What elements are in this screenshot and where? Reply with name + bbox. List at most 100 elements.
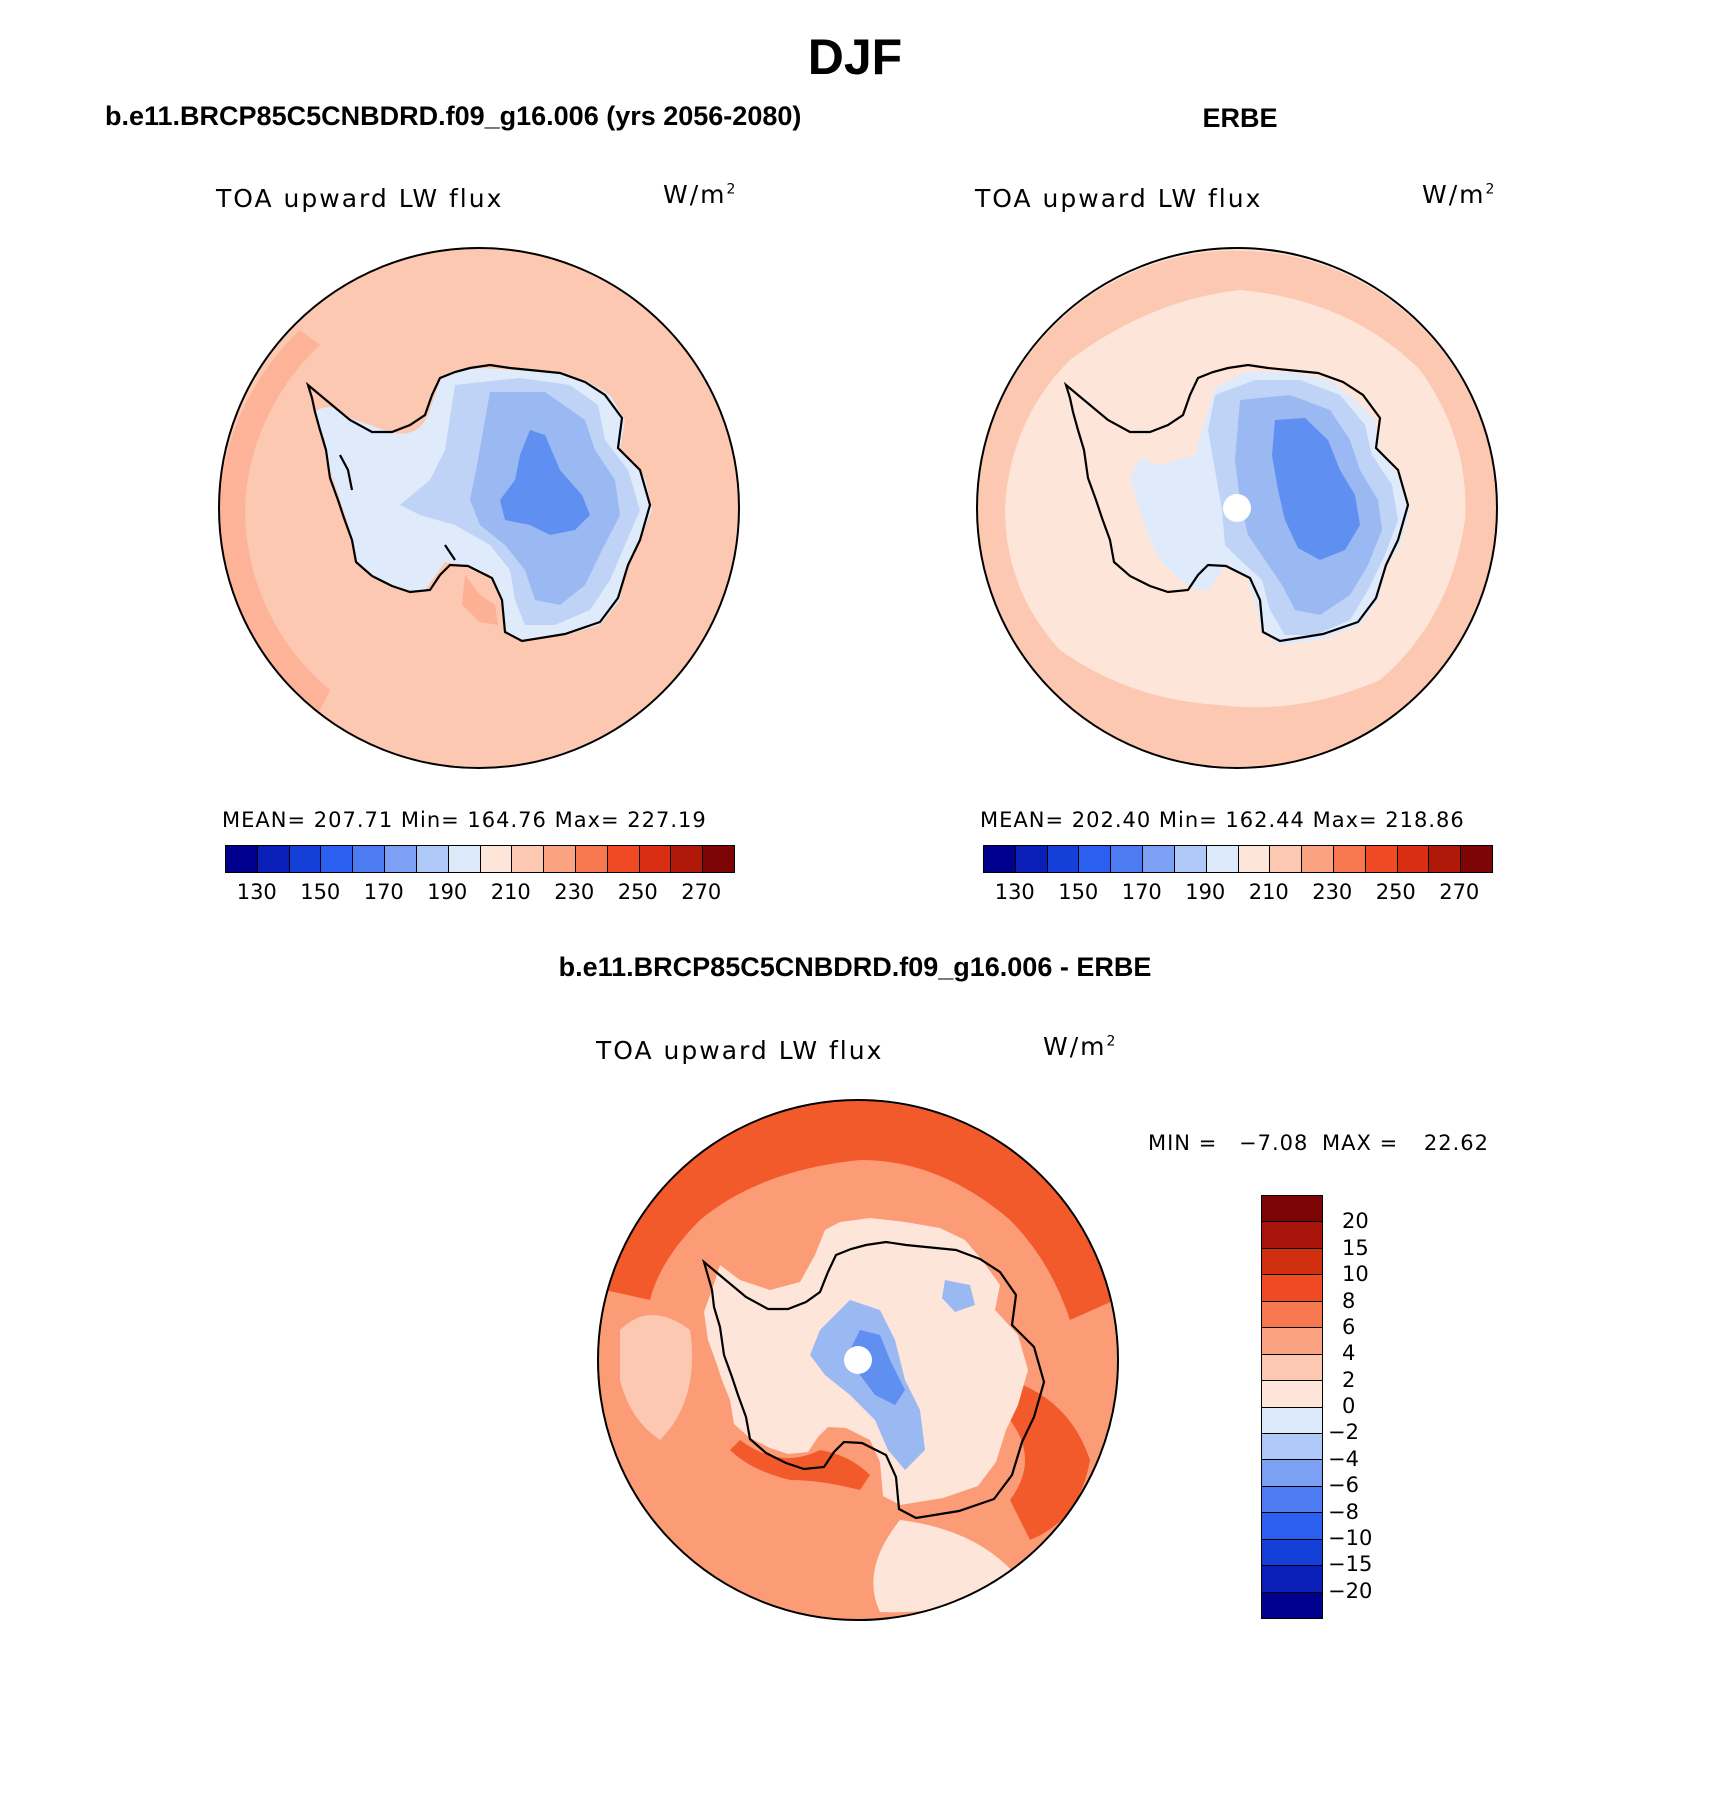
diff-colorbar-tick: −4 [1328,1446,1359,1471]
left-colorbar-swatch [702,846,734,872]
left-colorbar-tick: 190 [427,880,468,904]
right-stats: MEAN= 202.40 Min= 162.44 Max= 218.86 [980,808,1465,832]
right-colorbar-swatch [1364,846,1397,872]
left-ross-shelf-patch [462,575,498,625]
diff-colorbar-swatch [1262,1406,1322,1433]
right-units-exp: 2 [1485,181,1497,198]
diff-colorbar-tick: 8 [1342,1288,1356,1313]
diff-max-label: MAX = [1322,1131,1399,1155]
diff-pole-hole [844,1346,872,1374]
right-colorbar-swatch [1460,846,1492,872]
diff-min-max: MIN = −7.08 MAX = 22.62 [1148,1131,1489,1155]
right-colorbar-tick: 210 [1248,880,1289,904]
left-colorbar-ticks: 130 150 170 190 210 230 250 270 [225,880,733,906]
left-colorbar-swatch [256,846,289,872]
right-colorbar-swatch [1237,846,1270,872]
left-colorbar-swatch [384,846,416,872]
diff-colorbar-swatch [1262,1300,1322,1328]
diff-colorbar-tick: 2 [1342,1367,1356,1392]
right-ocean-field [977,248,1497,768]
diff-east-hot-patch [1010,1380,1090,1540]
diff-colorbar-swatch [1262,1591,1322,1618]
left-colorbar-swatch [479,846,512,872]
right-colorbar-swatch [1332,846,1365,872]
diff-colorbar [1261,1195,1323,1619]
diff-colorbar-tick: −20 [1328,1578,1373,1603]
right-colorbar-swatch [1014,846,1047,872]
right-colorbar-tick: 190 [1185,880,1226,904]
diff-colorbar-tick: −8 [1328,1499,1359,1524]
diff-colorbar-swatch [1262,1353,1322,1381]
diff-coastline [701,1240,1046,1520]
panel-right-title: ERBE [1202,103,1278,133]
right-variable-label: TOA upward LW flux [975,184,1263,213]
right-inner-contour-2 [1235,395,1382,615]
right-units-label: W/m2 [1422,180,1496,209]
panel-left-title: b.e11.BRCP85C5CNBDRD.f09_g16.006 (yrs 20… [105,101,802,131]
diff-colorbar-tick: 6 [1342,1314,1356,1339]
left-colorbar-swatch [320,846,353,872]
right-colorbar-tick: 130 [994,880,1035,904]
right-colorbar-swatch [1046,846,1079,872]
diff-units-exp: 2 [1106,1033,1118,1050]
right-coastline [1063,363,1410,643]
right-units-text: W/m [1422,180,1486,209]
left-colorbar-swatch [606,846,639,872]
right-colorbar-swatch [1110,846,1143,872]
left-colorbar-tick: 150 [300,880,341,904]
left-colorbar-swatch [670,846,703,872]
diff-colorbar-swatch [1262,1196,1322,1222]
left-inner-contour-2 [470,392,620,605]
left-units-label: W/m2 [663,180,737,209]
right-land-field [1130,372,1410,645]
left-colorbar-tick: 270 [681,880,722,904]
left-land-field [315,368,652,640]
left-colorbar [225,845,735,873]
right-colorbar-ticks: 130 150 170 190 210 230 250 270 [983,880,1491,906]
diff-colorbar-tick: 0 [1342,1394,1356,1418]
diff-colorbar-tick: 20 [1342,1209,1369,1234]
left-coastline [305,363,652,643]
right-colorbar-tick: 170 [1121,880,1162,904]
left-colorbar-swatch [574,846,607,872]
diff-units-text: W/m [1043,1032,1107,1061]
left-units-text: W/m [663,180,727,209]
left-outer-warm-band [219,330,330,720]
left-units-exp: 2 [726,181,738,198]
diff-colorbar-swatch [1262,1432,1322,1460]
diff-colorbar-tick: −15 [1328,1552,1373,1577]
left-colorbar-tick: 170 [363,880,404,904]
right-colorbar [983,845,1493,873]
diff-ocean-field [598,1100,1118,1620]
diff-south-pale-patch [873,1520,1020,1613]
left-ocean-field [219,248,739,768]
left-colorbar-swatch [511,846,544,872]
diff-colorbar-tick: −6 [1328,1473,1359,1498]
left-colorbar-swatch [447,846,480,872]
diff-colorbar-tick: 10 [1342,1262,1369,1287]
diff-map-border [597,1099,1119,1621]
diff-colorbar-swatch [1262,1512,1322,1539]
diff-colorbar-tick: −2 [1328,1420,1359,1445]
diff-colorbar-tick: 4 [1342,1341,1356,1366]
right-map-border [976,247,1498,769]
diff-variable-label: TOA upward LW flux [596,1036,884,1065]
right-colorbar-swatch [1078,846,1111,872]
diff-min-label: MIN = [1148,1131,1218,1155]
diff-max-value: 22.62 [1423,1131,1489,1155]
diff-colorbar-swatch [1262,1380,1322,1407]
diff-west-pale-patch [620,1315,692,1440]
diff-colorbar-swatch [1262,1327,1322,1354]
right-colorbar-tick: 270 [1439,880,1480,904]
figure-title: DJF [807,29,903,85]
left-colorbar-tick: 130 [236,880,277,904]
right-colorbar-swatch [1428,846,1461,872]
right-colorbar-tick: 230 [1312,880,1353,904]
diff-colorbar-swatch [1262,1221,1322,1248]
diff-min-value: −7.08 [1238,1131,1309,1155]
left-colorbar-tick: 230 [554,880,595,904]
left-variable-label: TOA upward LW flux [216,184,504,213]
right-outer-warm-band [977,250,1497,768]
